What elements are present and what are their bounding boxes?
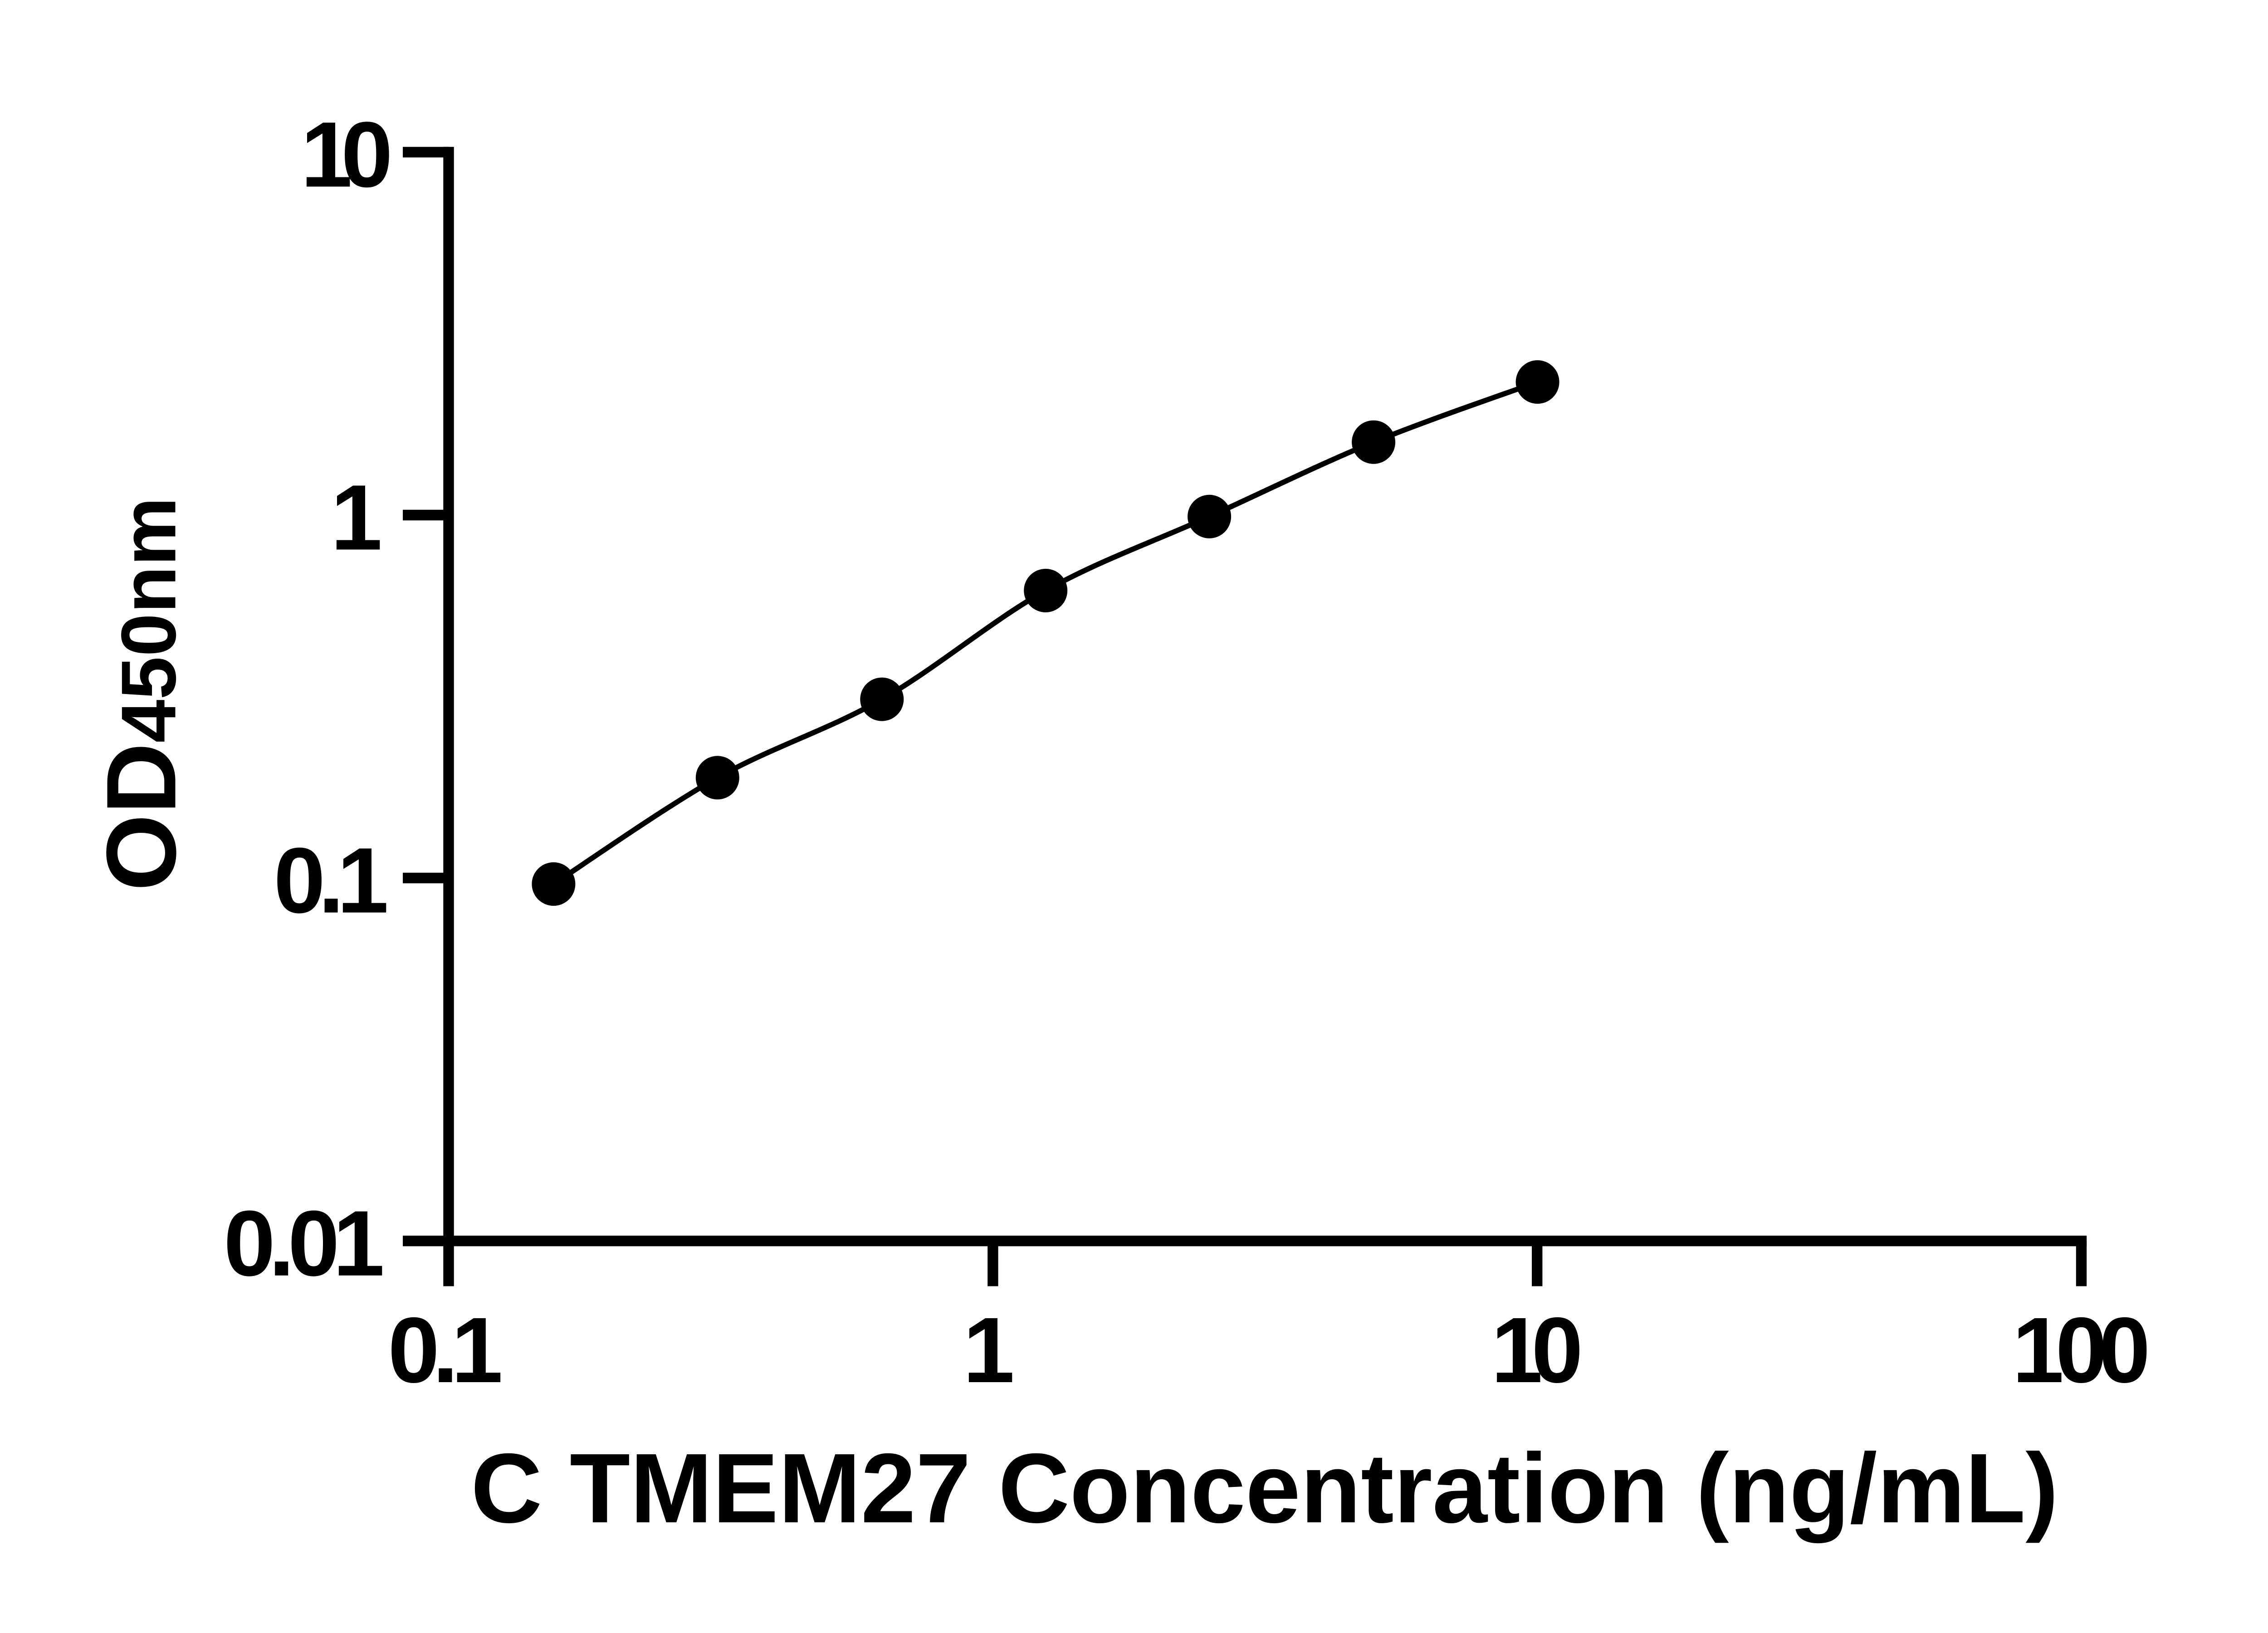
svg-text:10: 10 (301, 103, 393, 206)
svg-text:0.1: 0.1 (274, 829, 389, 933)
svg-text:0.1: 0.1 (388, 1298, 503, 1402)
svg-text:100: 100 (2012, 1298, 2151, 1402)
svg-text:OD450nm: OD450nm (87, 497, 197, 891)
svg-text:0.01: 0.01 (224, 1192, 385, 1296)
svg-text:1: 1 (963, 1298, 1015, 1402)
svg-text:10: 10 (1491, 1298, 1583, 1402)
svg-text:1: 1 (331, 466, 382, 570)
svg-text:C TMEM27 Concentration (ng/mL): C TMEM27 Concentration (ng/mL) (471, 1433, 2058, 1544)
